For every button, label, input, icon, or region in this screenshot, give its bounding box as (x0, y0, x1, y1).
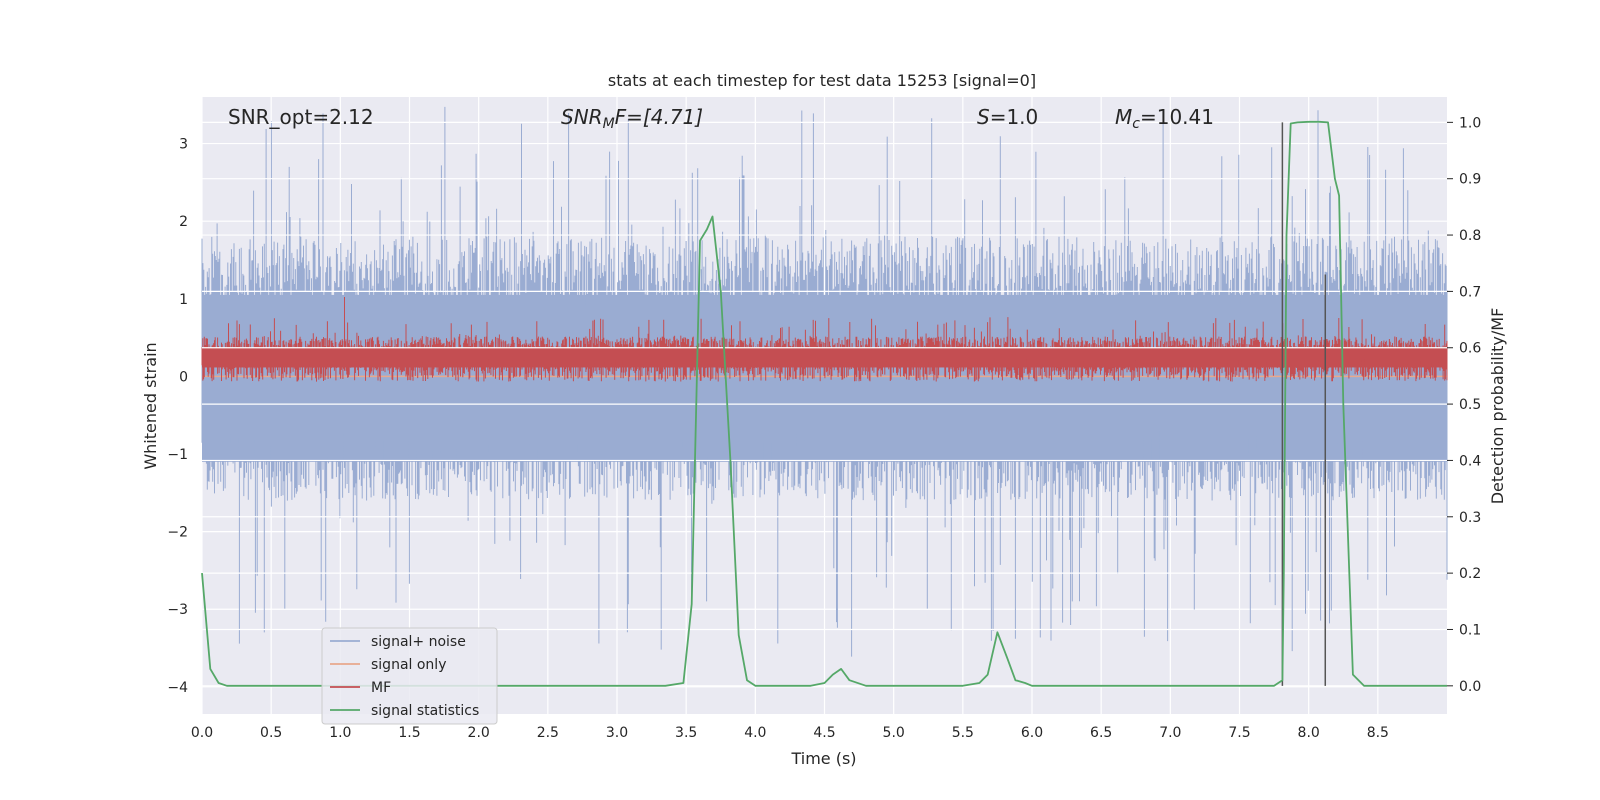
y-axis-ticks: 3 2 1 0 −1 −2 −3 −4 (167, 137, 188, 696)
series-signal-statistics (201, 120, 1447, 687)
x-axis-label: Time (s) (790, 749, 856, 768)
y-tick-label: −2 (167, 525, 188, 541)
signal-statistics-line (201, 120, 1447, 687)
x-tick-label: 6.0 (1021, 725, 1043, 741)
annotation-snr-mf-rest: F=[4.71] (615, 105, 703, 129)
y-tick-label: 3 (179, 137, 188, 153)
x-tick-label: 0.5 (260, 725, 282, 741)
x-tick-label: 7.5 (1228, 725, 1250, 741)
annotation-s-rest: =1.0 (990, 105, 1039, 129)
x-tick-label: 7.0 (1159, 725, 1181, 741)
y-tick-label: 0 (179, 369, 188, 385)
x-tick-label: 2.0 (468, 725, 490, 741)
mf-line (201, 297, 1448, 382)
series-mf (201, 297, 1448, 382)
annotations: SNR_opt=2.12 SNRMF=[4.71] S=1.0 Mc=10.41 (228, 105, 1214, 132)
annotation-mc: Mc=10.41 (1115, 105, 1214, 132)
x-tick-label: 3.0 (606, 725, 628, 741)
x-tick-label: 1.0 (329, 725, 351, 741)
x-tick-label: 3.5 (675, 725, 697, 741)
x-tick-label: 8.0 (1298, 725, 1320, 741)
x-tick-label: 5.5 (952, 725, 974, 741)
y-right-tick-label: 0.2 (1459, 566, 1481, 582)
x-axis-ticks: 0.0 0.5 1.0 1.5 2.0 2.5 3.0 3.5 4.0 4.5 5.0 5.5 6.0 6… (191, 725, 1389, 741)
x-tick-label: 6.5 (1090, 725, 1112, 741)
y-tick-label: −3 (167, 602, 188, 618)
y-right-tick-label: 0.5 (1459, 397, 1481, 413)
x-tick-label: 0.0 (191, 725, 213, 741)
y-right-axis-label: Detection probability/MF (1488, 308, 1507, 505)
y-tick-label: 2 (179, 214, 188, 230)
annotation-mc-sub: c (1132, 116, 1140, 132)
x-tick-label: 4.5 (813, 725, 835, 741)
y-tick-label: 1 (179, 292, 188, 308)
x-tick-label: 4.0 (744, 725, 766, 741)
legend: signal+ noise signal only MF signal stat… (321, 627, 498, 725)
y-right-axis-ticks: 1.0 0.9 0.8 0.7 0.6 0.5 0.4 0.3 0.2 0.1 0.0 (1447, 115, 1481, 695)
x-tick-label: 5.0 (883, 725, 905, 741)
x-tick-label: 8.5 (1367, 725, 1389, 741)
legend-label-signal-statistics: signal statistics (371, 703, 479, 719)
y-right-tick-label: 0.0 (1459, 679, 1481, 695)
annotation-snr-mf-main: SNR (561, 105, 603, 129)
legend-label-signal-only: signal only (371, 657, 446, 673)
annotation-snr-mf: SNRMF=[4.71] (561, 105, 703, 132)
chart-title: stats at each timestep for test data 152… (608, 71, 1036, 90)
annotation-s-main: S (977, 105, 990, 129)
legend-label-mf: MF (371, 680, 391, 696)
y-axis-label: Whitened strain (141, 342, 160, 469)
annotation-mc-rest: =10.41 (1140, 105, 1214, 129)
y-right-tick-label: 0.6 (1459, 341, 1481, 357)
x-tick-label: 2.5 (537, 725, 559, 741)
right-grid-lines (202, 121, 1447, 687)
y-right-tick-label: 0.1 (1459, 622, 1481, 638)
y-right-tick-label: 0.4 (1459, 453, 1481, 469)
vertical-markers (1281, 122, 1327, 686)
y-right-tick-label: 0.8 (1459, 228, 1481, 244)
y-right-tick-label: 0.9 (1459, 172, 1481, 188)
y-tick-label: −1 (167, 447, 188, 463)
annotation-mc-main: M (1115, 105, 1132, 129)
annotation-snr-mf-sub: M (603, 116, 615, 132)
legend-label-signal-noise: signal+ noise (371, 634, 466, 650)
annotation-s: S=1.0 (977, 105, 1038, 129)
x-tick-label: 1.5 (398, 725, 420, 741)
legend-box (321, 627, 498, 725)
annotation-snr-opt: SNR_opt=2.12 (228, 105, 374, 129)
y-tick-label: −4 (167, 680, 188, 696)
y-right-tick-label: 1.0 (1459, 115, 1481, 131)
y-right-tick-label: 0.3 (1459, 510, 1481, 526)
y-right-tick-label: 0.7 (1459, 284, 1481, 300)
